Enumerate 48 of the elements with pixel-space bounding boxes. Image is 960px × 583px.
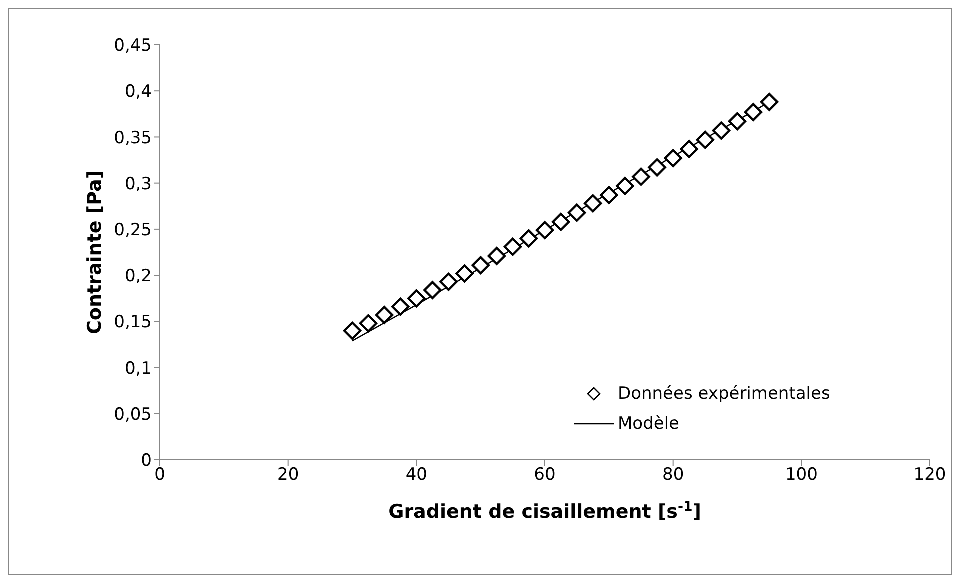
y-tick-label: 0,3 bbox=[124, 174, 152, 194]
point bbox=[568, 204, 586, 222]
point bbox=[392, 298, 410, 316]
point bbox=[744, 103, 763, 122]
point bbox=[696, 130, 715, 150]
point bbox=[584, 194, 602, 213]
point bbox=[520, 230, 538, 248]
point bbox=[632, 168, 650, 186]
point bbox=[536, 221, 554, 240]
point bbox=[456, 264, 474, 283]
x-axis-title: Gradient de cisaillement [s$^{-1}$] bbox=[388, 500, 702, 523]
point bbox=[359, 314, 378, 333]
point bbox=[616, 177, 634, 196]
y-tick-label: 0,45 bbox=[114, 36, 152, 56]
x-tick-label: 40 bbox=[406, 465, 428, 486]
point bbox=[424, 281, 442, 300]
point bbox=[488, 247, 506, 266]
y-axis-title: Contrainte [Pa] bbox=[84, 170, 106, 335]
y-tick-label: 0,15 bbox=[114, 312, 152, 333]
point bbox=[728, 112, 747, 131]
point bbox=[504, 238, 522, 256]
point bbox=[552, 212, 570, 232]
x-tick-label: 80 bbox=[662, 465, 684, 486]
y-tick-label: 0,2 bbox=[124, 266, 152, 287]
x-tick-label: 20 bbox=[278, 465, 300, 486]
legend-label: Données expérimentales bbox=[618, 384, 830, 404]
point bbox=[600, 186, 618, 204]
y-tick-label: 0,1 bbox=[124, 358, 152, 379]
point bbox=[680, 140, 698, 158]
point bbox=[760, 93, 779, 112]
point bbox=[343, 322, 362, 340]
x-tick-label: 120 bbox=[914, 465, 946, 486]
y-tick-label: 0,35 bbox=[114, 128, 152, 148]
point bbox=[648, 158, 666, 177]
y-tick-label: 0,4 bbox=[124, 82, 152, 102]
point bbox=[712, 122, 731, 140]
y-tick-label: 0,25 bbox=[114, 220, 152, 240]
point bbox=[472, 256, 490, 275]
x-tick-label: 100 bbox=[785, 465, 818, 486]
x-tick-label: 60 bbox=[534, 465, 556, 486]
point bbox=[440, 272, 458, 292]
y-tick-label: 0,05 bbox=[114, 404, 152, 425]
y-tick-label: 0 bbox=[141, 451, 152, 472]
legend-label: Modèle bbox=[618, 414, 680, 434]
point bbox=[408, 290, 426, 308]
x-tick-label: 0 bbox=[154, 465, 166, 486]
point bbox=[375, 306, 394, 324]
point bbox=[664, 149, 682, 168]
